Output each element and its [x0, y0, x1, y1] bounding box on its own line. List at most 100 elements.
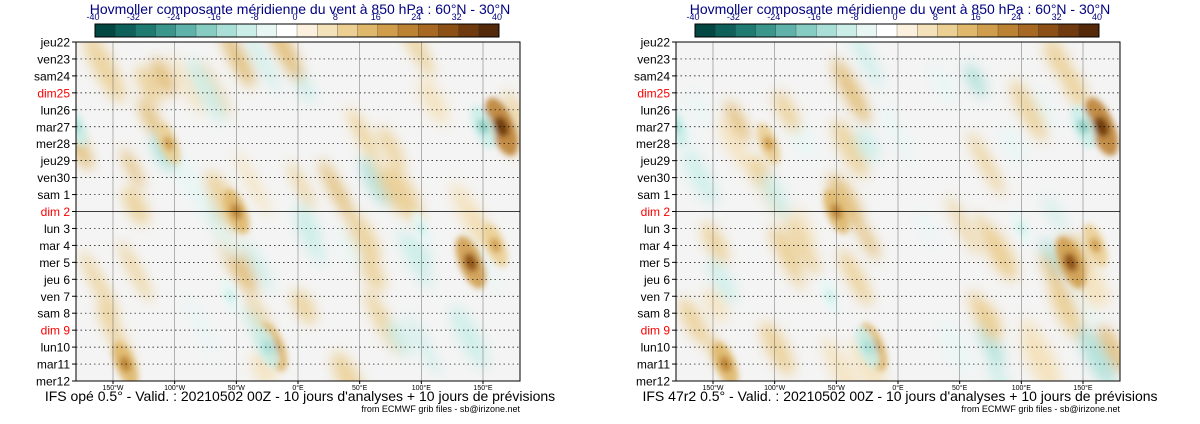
colorbar-swatch: [135, 23, 157, 38]
colorbar: -40 -32 -24 -16 -8 0 8 16 24 32 40: [686, 12, 1102, 38]
anomaly-streak: [409, 235, 433, 270]
colorbar-tick-label: -16: [208, 12, 221, 22]
colorbar-swatch: [997, 23, 1019, 38]
plot-field: [676, 42, 1120, 381]
anomaly-streak: [216, 221, 241, 260]
colorbar-swatch: [795, 23, 817, 38]
anomaly-core: [119, 356, 132, 373]
y-tick-label: dim 9: [641, 324, 671, 338]
y-axis: jeu22 ven23 sam24 dim25 lun26 mar27 mer28 jeu29…: [634, 36, 676, 389]
y-tick-label: jeu 6: [643, 273, 670, 287]
anomaly-core: [494, 116, 509, 137]
colorbar-swatch: [357, 23, 379, 38]
anomaly-streak: [245, 42, 280, 93]
colorbar-swatch: [957, 23, 979, 38]
anomaly-streak: [405, 312, 441, 376]
anomaly-streak: [118, 240, 153, 302]
y-tick-label: mar27: [636, 120, 670, 134]
y-tick-label: ven 7: [641, 290, 671, 304]
hovmoller-panel-47r2: Hovmoller composante méridienne du vent …: [600, 0, 1200, 424]
anomaly-streak: [717, 116, 750, 170]
chart-credit: from ECMWF grib files - sb@irizone.net: [961, 404, 1120, 414]
anomaly-core: [463, 253, 478, 272]
x-tick-label: 100°W: [164, 384, 185, 392]
y-tick-label: ven 7: [41, 290, 71, 304]
colorbar-swatch: [1058, 23, 1080, 38]
y-tick-label: ven30: [37, 171, 70, 185]
colorbar-tick-label: -8: [851, 12, 859, 22]
y-tick-label: sam24: [34, 69, 70, 83]
colorbar-swatch: [155, 23, 177, 38]
colorbar-tick-label: -32: [727, 12, 740, 22]
y-tick-label: mer28: [36, 137, 70, 151]
x-axis: 150°W 100°W 50°W 0°E 50°E 100°E 150°E: [102, 381, 493, 392]
colorbar-swatch: [478, 23, 500, 38]
anomaly-streak: [832, 119, 868, 179]
anomaly-streak: [847, 42, 883, 88]
y-tick-label: ven23: [637, 52, 670, 66]
anomaly-streak: [760, 321, 795, 376]
grid: [76, 42, 520, 381]
x-tick-label: 50°E: [952, 384, 968, 392]
anomaly-streak: [1040, 238, 1065, 277]
colorbar-swatch: [917, 23, 938, 38]
streak-layer: [676, 42, 1120, 381]
colorbar-swatch: [755, 23, 777, 38]
colorbar-tick-label: 8: [333, 12, 338, 22]
colorbar-swatch: [896, 23, 918, 38]
colorbar-swatch: [317, 23, 338, 38]
anomaly-streak: [450, 305, 489, 370]
y-tick-label: mar27: [36, 120, 70, 134]
y-tick-label: mar 4: [639, 239, 670, 253]
colorbar-swatch: [438, 23, 460, 38]
anomaly-streak: [347, 211, 381, 264]
anomaly-core: [676, 119, 682, 134]
y-tick-label: lun 3: [44, 222, 70, 236]
anomaly-halo: [76, 107, 88, 147]
y-tick-label: mar 4: [39, 239, 70, 253]
anomaly-streak: [80, 251, 119, 321]
y-tick-label: lun10: [41, 341, 71, 355]
anomaly-streak: [151, 57, 177, 97]
colorbar-swatch: [236, 23, 258, 38]
y-tick-label: jeu22: [640, 36, 671, 50]
colorbar-tick-label: -8: [251, 12, 259, 22]
anomaly-streak: [985, 355, 1015, 381]
colorbar-swatch: [1078, 23, 1100, 38]
colorbar-swatch: [276, 23, 298, 38]
anomaly-streak: [319, 159, 356, 224]
colorbar-swatch: [735, 23, 757, 38]
anomaly-streak: [828, 173, 864, 230]
x-tick-label: 150°E: [473, 384, 492, 392]
anomaly-core: [1094, 116, 1109, 137]
colorbar-tick-label: -24: [767, 12, 780, 22]
colorbar-swatch: [836, 23, 858, 38]
hovmoller-panel-ope: Hovmoller composante méridienne du vent …: [34, 1, 555, 414]
y-tick-label: lun26: [41, 103, 71, 117]
colorbar-swatch: [195, 23, 217, 38]
anomaly-streak: [916, 210, 939, 247]
anomaly-streak: [708, 258, 737, 305]
anomaly-halo: [676, 107, 688, 147]
y-tick-label: mar11: [637, 358, 670, 372]
y-tick-label: lun 3: [644, 222, 670, 236]
anomaly-core: [719, 356, 732, 373]
colorbar-swatch: [816, 23, 837, 38]
anomaly-streak: [378, 125, 405, 171]
colorbar-tick-label: -24: [167, 12, 180, 22]
anomaly-streak: [946, 195, 981, 257]
x-tick-label: 50°W: [828, 384, 846, 392]
anomaly-streak: [688, 90, 712, 127]
x-tick-label: 100°E: [412, 384, 431, 392]
anomaly-streak: [1000, 126, 1026, 165]
anomaly-streak: [1020, 317, 1061, 381]
colorbar-tick-label: 40: [1092, 12, 1102, 22]
anomaly-streak: [701, 222, 729, 265]
anomaly-streak: [838, 248, 873, 307]
anomaly-streak: [792, 205, 816, 245]
y-tick-label: dim 2: [641, 205, 671, 219]
y-tick-label: dim 2: [41, 205, 71, 219]
colorbar-tick-label: -16: [808, 12, 821, 22]
y-tick-label: jeu 6: [43, 273, 70, 287]
anomaly-streak: [287, 161, 315, 210]
